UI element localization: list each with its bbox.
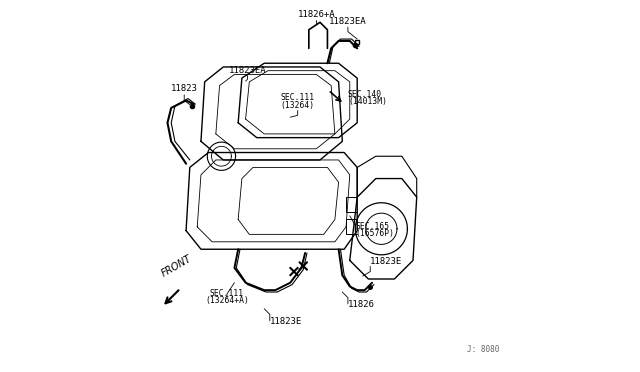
- Text: (16576P): (16576P): [355, 229, 394, 238]
- Text: SEC.111: SEC.111: [280, 93, 315, 102]
- Text: 11823EA: 11823EA: [228, 65, 266, 74]
- Text: SEC.140: SEC.140: [348, 90, 382, 99]
- Text: SEC.165: SEC.165: [355, 222, 390, 231]
- Text: 11823: 11823: [171, 84, 198, 93]
- Text: 11823E: 11823E: [270, 317, 302, 326]
- Text: 11826: 11826: [348, 300, 375, 309]
- Text: FRONT: FRONT: [160, 254, 194, 279]
- Text: (13264+A): (13264+A): [205, 296, 249, 305]
- Text: SEC.111: SEC.111: [210, 289, 244, 298]
- Text: 11826+A: 11826+A: [298, 10, 335, 19]
- Text: 11823EA: 11823EA: [329, 17, 367, 26]
- Text: (14013M): (14013M): [348, 97, 387, 106]
- Text: (13264): (13264): [280, 101, 315, 110]
- Text: J: 8080: J: 8080: [467, 344, 499, 353]
- Text: 11823E: 11823E: [370, 257, 403, 266]
